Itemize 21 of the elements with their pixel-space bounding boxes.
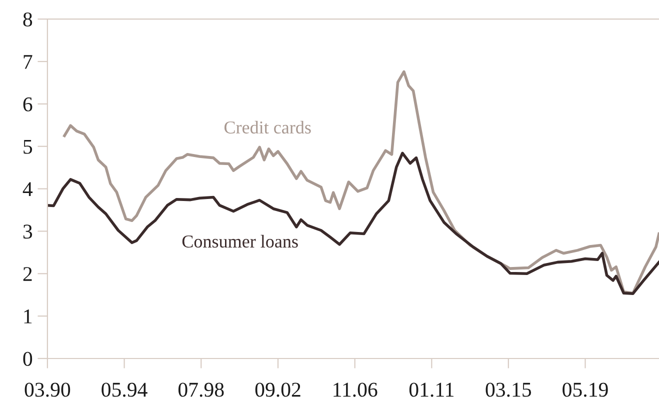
x-tick-label: 03.15 (486, 382, 532, 397)
y-tick-label: 1 (24, 310, 32, 324)
x-tick-label: 01.11 (409, 382, 454, 397)
line-series (47, 152, 659, 295)
y-tick-label: 7 (24, 55, 32, 69)
y-tick-label: 5 (24, 140, 32, 154)
series-label: Credit cards (224, 120, 311, 134)
x-tick-label: 11.06 (334, 382, 378, 397)
series-label: Consumer loans (182, 234, 298, 248)
y-tick-label: 6 (23, 97, 32, 112)
y-tick-label: 2 (23, 267, 32, 281)
y-tick-label: 0 (23, 352, 32, 366)
y-tick-label: 3 (23, 224, 32, 239)
y-tick-label: 8 (23, 12, 32, 27)
x-tick-label: 07.98 (178, 382, 224, 397)
x-tick-label: 05.94 (102, 382, 148, 397)
line-series (63, 70, 659, 295)
x-tick-label: 03.90 (24, 382, 70, 397)
x-tick-label: 05.19 (562, 382, 608, 397)
y-tick-label: 4 (22, 182, 33, 196)
x-tick-label: 09.02 (255, 382, 300, 397)
